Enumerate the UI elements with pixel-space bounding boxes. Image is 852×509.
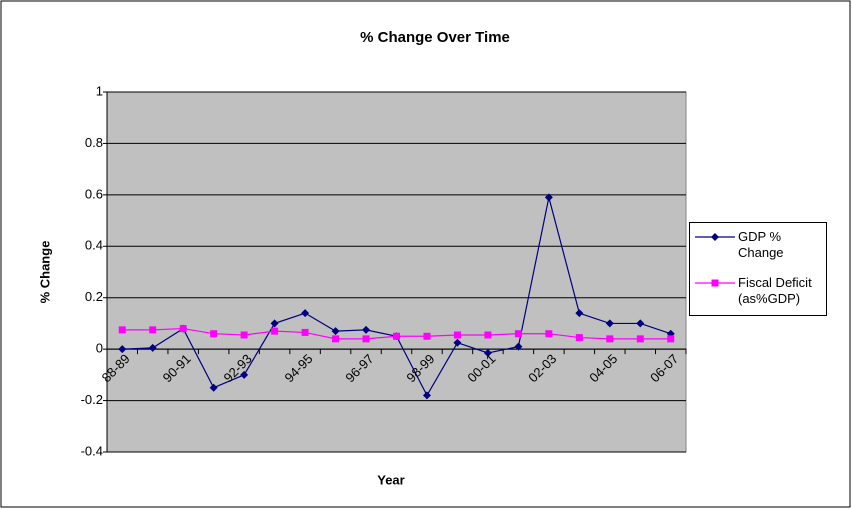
y-tick-label: 0.2 [85,289,103,304]
marks [118,193,675,400]
point [332,335,340,343]
point [362,335,370,343]
legend: GDP % Change Fiscal Deficit (as%GDP) [689,222,827,316]
point [149,326,157,334]
point [240,370,249,379]
point [423,332,431,340]
y-axis-title: % Change [37,241,52,304]
point [514,330,522,338]
point [636,319,645,328]
point [575,309,584,318]
point [514,342,523,351]
point [148,343,157,352]
point [484,331,492,339]
grid [103,91,687,453]
y-tick-label: -0.2 [81,392,103,407]
point [118,345,127,354]
point [301,309,310,318]
legend-swatch [695,233,735,241]
point [545,330,553,338]
legend-swatch [695,279,735,287]
point [636,335,644,343]
point [179,325,187,333]
legend-marker [711,233,719,241]
point [453,338,462,347]
point [606,335,614,343]
legend-label: GDP % Change [738,229,784,260]
legend-marker [711,279,719,287]
y-tick-label: -0.4 [81,443,103,458]
point [270,319,279,328]
point [605,319,614,328]
point [271,327,279,335]
y-tick-label: 1 [96,83,103,98]
chart-title: % Change Over Time [360,29,510,46]
y-tick-label: 0.4 [85,238,103,253]
point [362,325,371,334]
point [240,331,248,339]
y-tick-label: 0.8 [85,135,103,150]
point [453,331,461,339]
point [544,193,553,202]
point [118,326,126,334]
legend-label: Fiscal Deficit (as%GDP) [738,275,812,306]
point [575,334,583,342]
plot-area [106,91,687,453]
point [483,349,492,357]
point [422,391,431,400]
y-tick-label: 0.6 [85,186,103,201]
point [301,328,309,336]
y-tick-label: 0 [96,341,103,356]
point [210,330,218,338]
point [331,327,340,336]
x-axis-title: Year [377,472,404,487]
point [209,383,218,392]
point [393,332,400,340]
point [667,335,675,343]
